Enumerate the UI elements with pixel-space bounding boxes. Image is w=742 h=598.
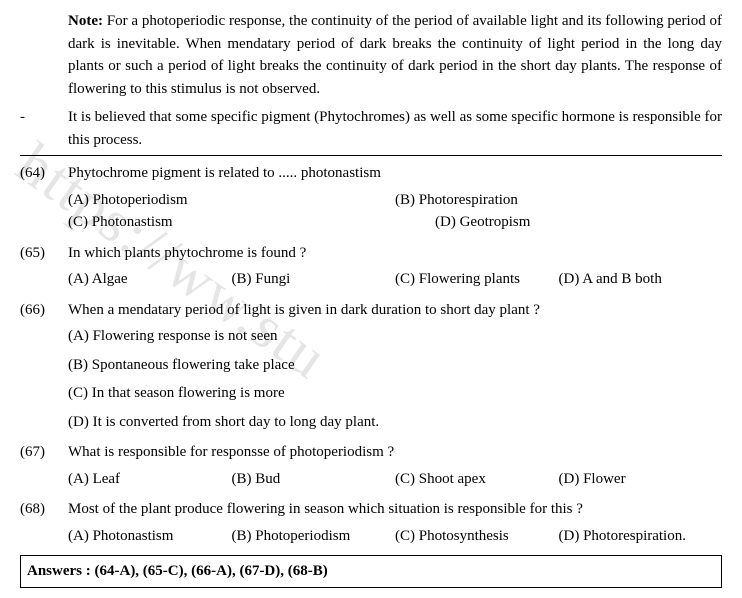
bullet-mark: - [20,106,68,151]
option-a: (A) Leaf [68,468,232,491]
options-64: (A) Photoperiodism (B) Photorespiration … [68,189,722,234]
option-a: (A) Photoperiodism [68,189,395,212]
answers-box: Answers : (64-A), (65-C), (66-A), (67-D)… [20,555,722,588]
option-c: (C) Shoot apex [395,468,559,491]
option-b: (B) Spontaneous flowering take place [68,354,722,377]
option-c: (C) Flowering plants [395,268,559,291]
option-c: (C) Photosynthesis [395,525,559,548]
divider [20,155,722,156]
option-d: (D) Photorespiration. [559,525,723,548]
option-b: (B) Photorespiration [395,189,722,212]
option-a: (A) Photonastism [68,525,232,548]
option-d: (D) Geotropism [355,211,722,234]
page-content: Note: For a photoperiodic response, the … [20,10,722,588]
question-number: (66) [20,299,68,322]
question-64: (64) Phytochrome pigment is related to .… [20,162,722,185]
note-text: For a photoperiodic response, the contin… [68,13,722,97]
question-number: (65) [20,242,68,265]
option-b: (B) Fungi [232,268,396,291]
options-65: (A) Algae (B) Fungi (C) Flowering plants… [68,268,722,291]
option-a: (A) Algae [68,268,232,291]
bullet-text: It is believed that some specific pigmen… [68,106,722,151]
question-65: (65) In which plants phytochrome is foun… [20,242,722,265]
question-text: In which plants phytochrome is found ? [68,242,722,265]
options-68: (A) Photonastism (B) Photoperiodism (C) … [68,525,722,548]
question-text: Phytochrome pigment is related to ..... … [68,162,722,185]
question-text: What is responsible for responsse of pho… [68,441,722,464]
option-b: (B) Bud [232,468,396,491]
option-c: (C) Photonastism [68,211,355,234]
options-66: (A) Flowering response is not seen (B) S… [68,325,722,433]
option-d: (D) Flower [559,468,723,491]
note-block: Note: For a photoperiodic response, the … [68,10,722,100]
question-text: Most of the plant produce flowering in s… [68,498,722,521]
option-d: (D) A and B both [559,268,723,291]
option-a: (A) Flowering response is not seen [68,325,722,348]
option-d: (D) It is converted from short day to lo… [68,411,722,434]
question-number: (67) [20,441,68,464]
note-label: Note: [68,13,103,29]
question-number: (64) [20,162,68,185]
question-68: (68) Most of the plant produce flowering… [20,498,722,521]
question-66: (66) When a mendatary period of light is… [20,299,722,322]
options-67: (A) Leaf (B) Bud (C) Shoot apex (D) Flow… [68,468,722,491]
option-c: (C) In that season flowering is more [68,382,722,405]
question-text: When a mendatary period of light is give… [68,299,722,322]
option-b: (B) Photoperiodism [232,525,396,548]
question-number: (68) [20,498,68,521]
bullet-row: - It is believed that some specific pigm… [20,106,722,151]
question-67: (67) What is responsible for responsse o… [20,441,722,464]
